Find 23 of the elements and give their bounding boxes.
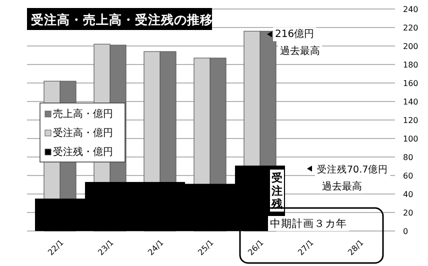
y-tick-label: 60 [403, 172, 414, 180]
y-tick-label: 0 [403, 227, 408, 236]
y-tick-label: 200 [403, 42, 418, 51]
legend-label: 受注残・億円 [53, 146, 113, 158]
y-tick-label: 240 [403, 5, 418, 14]
y-tick-label: 220 [403, 24, 418, 32]
legend-label: 売上高・億円 [53, 108, 113, 120]
y-tick-label: 20 [403, 208, 414, 218]
annotation: 中期計画３カ年 [270, 217, 347, 230]
y-tick-label: 160 [403, 79, 418, 88]
annotation: 216億円 [275, 28, 314, 40]
y-tick-label: 180 [403, 60, 418, 70]
y-tick-label: 140 [403, 98, 418, 106]
y-tick-label: 120 [403, 116, 418, 125]
y-tick-label: 40 [403, 190, 414, 199]
y-tick-label: 100 [403, 134, 418, 144]
annotation: 受注残70.7億円 [317, 164, 388, 176]
title: 受注高・売上高・受注残の推移 [27, 8, 213, 30]
chart-title: 受注高・売上高・受注残の推移 [31, 12, 213, 27]
annotation: 過去最高 [322, 180, 362, 193]
annotation: 過去最高 [280, 45, 320, 58]
y-tick-label: 80 [403, 153, 414, 162]
legend-label: 受注高・億円 [53, 127, 113, 139]
